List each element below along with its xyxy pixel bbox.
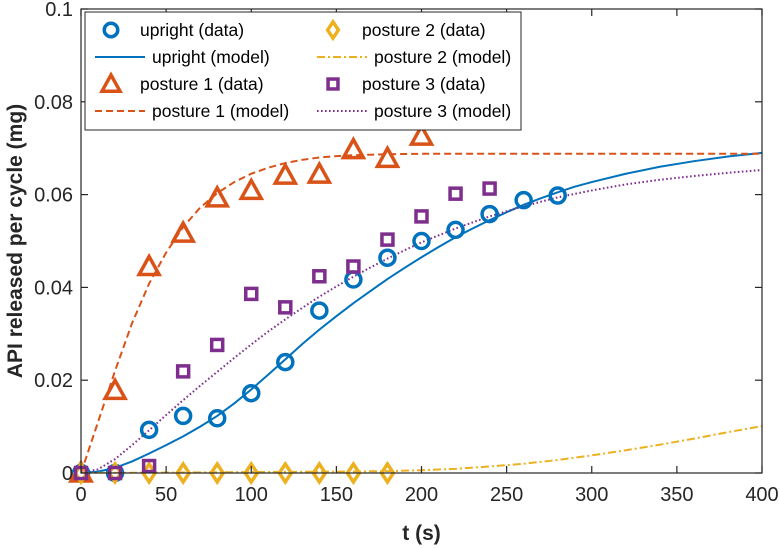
data-point-posture3: [312, 269, 327, 284]
data-point-posture1: [238, 176, 265, 201]
data-point-upright: [276, 352, 295, 372]
legend-item-upright-data: upright (data): [102, 20, 244, 40]
data-point-upright: [310, 301, 329, 320]
data-point-posture1: [204, 184, 231, 208]
axes: 0 50 100 150 200 250 300 350 400 0 0.02 0.04 0.06 0.0…: [34, 0, 779, 506]
legend-label: upright (model): [152, 47, 270, 67]
series-line-posture-3-model: [81, 169, 762, 473]
x-tick-label: 200: [405, 484, 438, 506]
series-line-posture-2-model: [81, 425, 762, 473]
data-point-posture1: [374, 144, 401, 169]
legend-marker-posture1: [99, 71, 123, 93]
y-tick-label: 0: [62, 463, 73, 485]
x-axis-label: t (s): [402, 522, 441, 545]
legend-marker-posture3: [326, 77, 340, 91]
data-point-posture3: [482, 181, 497, 196]
data-point-posture3: [346, 259, 361, 274]
data-point-upright: [242, 383, 261, 403]
data-point-posture1: [340, 135, 367, 160]
data-point-posture3: [244, 286, 259, 302]
data-point-upright: [412, 231, 431, 251]
plot-area: [68, 122, 762, 486]
data-point-posture2: [345, 460, 362, 486]
data-point-posture3: [209, 337, 225, 353]
x-tick-label: 150: [320, 484, 353, 506]
data-point-posture2: [175, 460, 192, 486]
data-point-posture1: [136, 252, 163, 277]
data-point-posture1: [306, 160, 333, 184]
data-point-upright: [446, 220, 465, 240]
legend: upright (data) posture 2 (data) upright (m…: [84, 11, 522, 131]
data-point-upright: [139, 420, 159, 440]
data-point-posture2: [379, 460, 396, 486]
data-point-posture1: [102, 376, 129, 401]
legend-item-posture-1-model: posture 1 (model): [95, 101, 289, 121]
x-tick-label: 350: [660, 484, 693, 506]
x-tick-label: 300: [575, 484, 608, 506]
x-tick-label: 400: [745, 484, 778, 506]
data-point-upright: [548, 186, 567, 205]
x-tick-label: 100: [235, 484, 268, 506]
data-point-posture2: [243, 460, 260, 486]
y-tick-label: 0.04: [34, 277, 73, 299]
data-point-posture2: [311, 460, 328, 486]
data-point-posture3: [448, 186, 463, 201]
data-point-posture1: [408, 122, 435, 146]
legend-label: posture 1 (data): [140, 74, 264, 94]
data-point-posture3: [414, 209, 429, 224]
data-point-upright: [173, 406, 193, 426]
data-point-posture2: [209, 460, 226, 486]
data-point-upright: [207, 408, 227, 428]
legend-marker-posture2: [325, 18, 341, 42]
y-tick-label: 0.02: [34, 370, 73, 392]
y-axis-label: API released per cycle (mg): [4, 104, 27, 378]
data-point-posture3: [175, 364, 191, 379]
series-line-upright-model: [81, 151, 762, 473]
y-tick-label: 0.1: [45, 0, 73, 21]
legend-item-posture-3-data: posture 3 (data): [326, 74, 486, 94]
data-point-upright: [378, 248, 397, 267]
data-point-posture1: [170, 219, 197, 243]
legend-marker-upright: [102, 21, 120, 39]
legend-label: posture 2 (data): [362, 20, 486, 40]
legend-item-upright-model: upright (model): [95, 47, 270, 67]
legend-label: posture 2 (model): [374, 47, 511, 67]
data-point-posture3: [380, 232, 395, 247]
legend-label: posture 1 (model): [152, 101, 289, 121]
data-point-upright: [514, 190, 533, 210]
y-tick-label: 0.06: [34, 185, 73, 207]
data-point-posture3: [278, 300, 293, 315]
legend-label: posture 3 (data): [362, 74, 486, 94]
data-point-posture2: [277, 460, 294, 486]
x-tick-label: 0: [75, 484, 86, 506]
data-point-posture3: [141, 458, 157, 474]
x-tick-label: 250: [490, 484, 523, 506]
y-tick-label: 0.08: [34, 92, 73, 114]
legend-item-posture-2-model: posture 2 (model): [317, 47, 511, 67]
legend-item-posture-3-model: posture 3 (model): [317, 101, 511, 121]
legend-label: posture 3 (model): [374, 101, 511, 121]
legend-item-posture-2-data: posture 2 (data): [325, 18, 486, 42]
legend-item-posture-1-data: posture 1 (data): [99, 71, 264, 94]
data-point-upright: [480, 204, 499, 224]
data-point-posture1: [272, 161, 299, 185]
legend-box: [84, 11, 522, 131]
x-tick-label: 50: [155, 484, 177, 506]
legend-label: upright (data): [140, 20, 244, 40]
